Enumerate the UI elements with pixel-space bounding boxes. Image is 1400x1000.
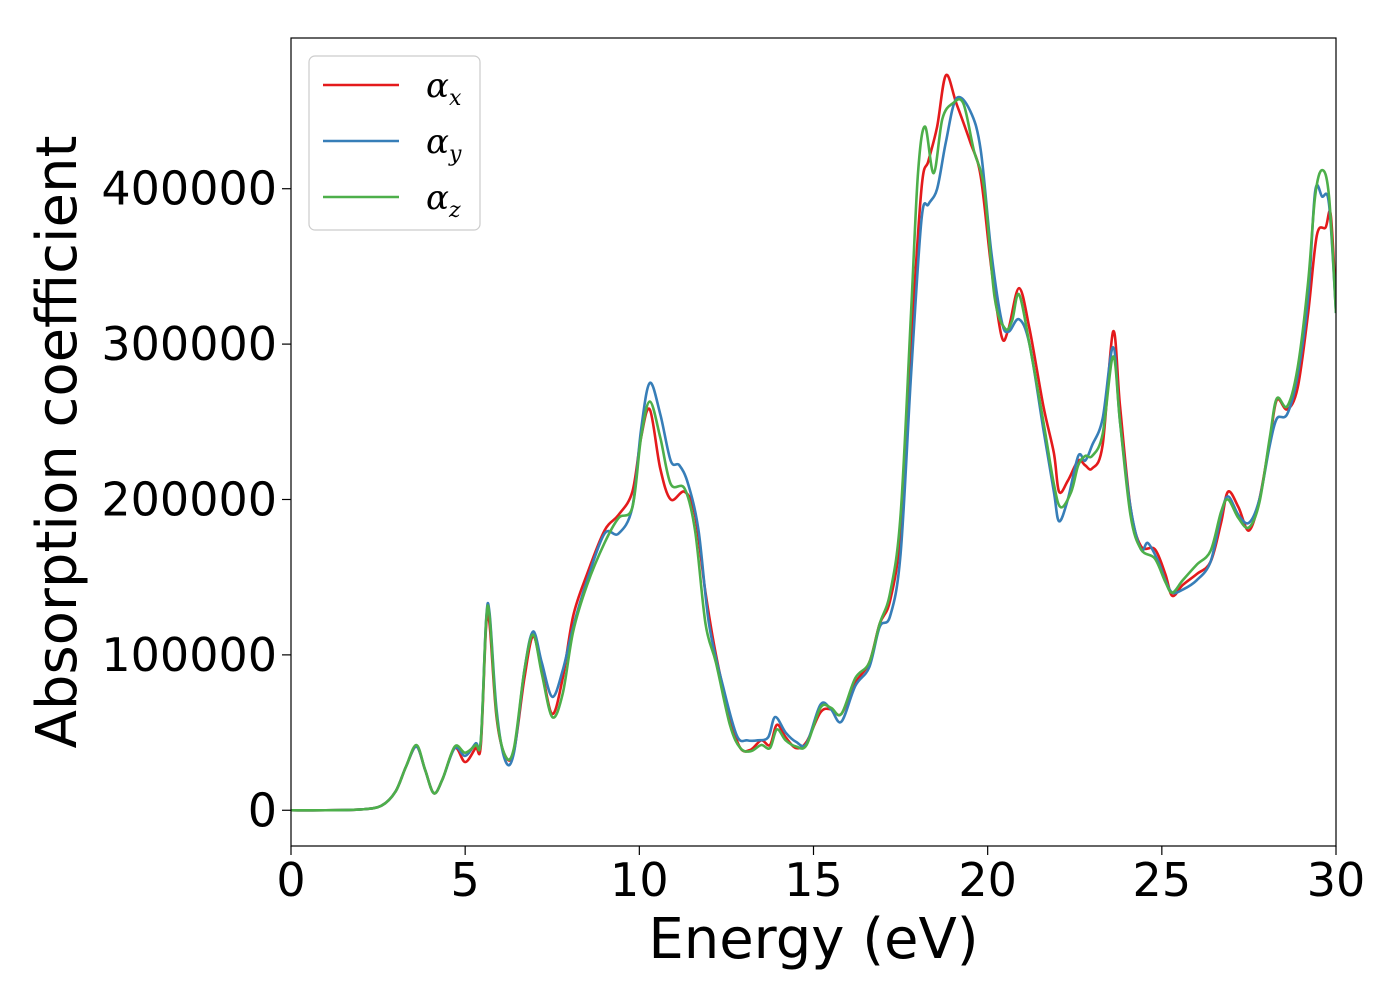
y-axis: 0 100000 200000 300000 400000 (101, 162, 291, 837)
legend-label-x: αx (426, 66, 462, 111)
series-layer (291, 73, 1336, 812)
y-tick-label: 400000 (101, 162, 277, 216)
x-tick-label: 25 (1133, 853, 1192, 907)
legend-label-z: αz (426, 178, 461, 223)
legend-box (308, 55, 481, 231)
legend: αx αy αz (308, 55, 481, 231)
x-tick-label: 30 (1307, 853, 1366, 907)
x-axis-title: Energy (eV) (648, 907, 978, 972)
x-tick-label: 5 (451, 853, 480, 907)
legend-label-y: αy (426, 122, 462, 167)
x-tick-label: 20 (958, 853, 1017, 907)
series-line-z (291, 97, 1336, 812)
x-tick-label: 10 (610, 853, 669, 907)
y-tick-label: 200000 (101, 472, 277, 526)
y-tick-label: 100000 (101, 628, 277, 682)
y-tick-label: 0 (248, 783, 277, 837)
x-axis: 0 5 10 15 20 25 30 (276, 846, 1365, 907)
y-tick-label: 300000 (101, 317, 277, 371)
y-axis-title: Absorption coefficient (25, 136, 90, 749)
x-tick-label: 0 (276, 853, 305, 907)
x-tick-label: 15 (784, 853, 843, 907)
